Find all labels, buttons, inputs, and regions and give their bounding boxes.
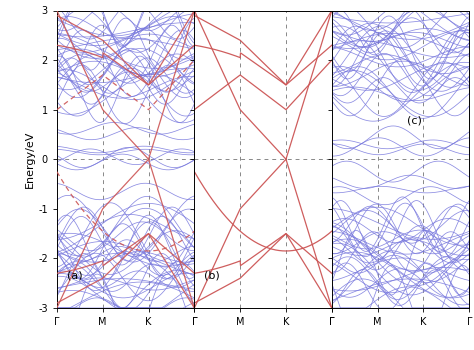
Text: (c): (c) [407, 116, 422, 126]
Text: (b): (b) [204, 270, 220, 280]
Text: (a): (a) [66, 270, 82, 280]
Y-axis label: Energy/eV: Energy/eV [25, 131, 36, 188]
